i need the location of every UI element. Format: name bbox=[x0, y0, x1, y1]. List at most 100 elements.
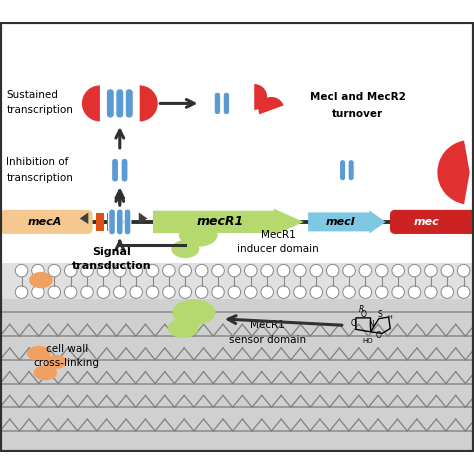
Text: O: O bbox=[376, 331, 382, 340]
Circle shape bbox=[425, 286, 437, 299]
Circle shape bbox=[457, 286, 470, 299]
Text: MecI and MecR2: MecI and MecR2 bbox=[310, 92, 406, 102]
Wedge shape bbox=[438, 140, 470, 204]
FancyBboxPatch shape bbox=[109, 209, 115, 235]
Text: transcription: transcription bbox=[7, 105, 73, 115]
Circle shape bbox=[97, 286, 109, 299]
Text: Signal: Signal bbox=[92, 247, 131, 257]
Circle shape bbox=[245, 286, 257, 299]
Text: S: S bbox=[377, 310, 382, 319]
Circle shape bbox=[261, 264, 273, 277]
Circle shape bbox=[97, 264, 109, 277]
Circle shape bbox=[310, 286, 322, 299]
Circle shape bbox=[146, 286, 159, 299]
Circle shape bbox=[277, 286, 290, 299]
Circle shape bbox=[81, 286, 93, 299]
Wedge shape bbox=[254, 84, 267, 110]
Circle shape bbox=[359, 264, 372, 277]
Circle shape bbox=[327, 264, 339, 277]
Circle shape bbox=[15, 264, 28, 277]
FancyBboxPatch shape bbox=[121, 158, 128, 182]
Wedge shape bbox=[140, 85, 158, 121]
Circle shape bbox=[441, 286, 454, 299]
Circle shape bbox=[228, 286, 241, 299]
FancyArrow shape bbox=[308, 210, 386, 234]
Circle shape bbox=[195, 286, 208, 299]
Circle shape bbox=[15, 286, 28, 299]
Ellipse shape bbox=[45, 355, 67, 369]
FancyBboxPatch shape bbox=[223, 92, 230, 115]
Circle shape bbox=[277, 264, 290, 277]
Circle shape bbox=[114, 286, 126, 299]
Polygon shape bbox=[139, 212, 147, 224]
Wedge shape bbox=[82, 85, 100, 121]
Circle shape bbox=[392, 286, 404, 299]
Bar bbox=[96, 213, 104, 230]
Circle shape bbox=[228, 264, 241, 277]
Text: MecR1: MecR1 bbox=[261, 230, 295, 240]
Circle shape bbox=[343, 264, 356, 277]
Text: R: R bbox=[359, 305, 364, 314]
Circle shape bbox=[375, 286, 388, 299]
Circle shape bbox=[130, 286, 142, 299]
FancyBboxPatch shape bbox=[106, 89, 114, 118]
FancyBboxPatch shape bbox=[125, 89, 133, 118]
FancyBboxPatch shape bbox=[390, 210, 474, 234]
Text: mecI: mecI bbox=[326, 217, 356, 227]
Circle shape bbox=[81, 264, 93, 277]
Circle shape bbox=[359, 286, 372, 299]
FancyArrow shape bbox=[153, 209, 304, 235]
FancyBboxPatch shape bbox=[117, 209, 123, 235]
FancyBboxPatch shape bbox=[111, 158, 118, 182]
Circle shape bbox=[261, 286, 273, 299]
Ellipse shape bbox=[27, 346, 51, 361]
Text: N: N bbox=[368, 320, 374, 329]
Bar bbox=[0, 21, 474, 267]
Circle shape bbox=[130, 264, 142, 277]
Circle shape bbox=[32, 264, 44, 277]
Circle shape bbox=[48, 264, 61, 277]
Ellipse shape bbox=[171, 240, 199, 258]
Circle shape bbox=[64, 264, 77, 277]
Circle shape bbox=[212, 264, 224, 277]
Ellipse shape bbox=[173, 300, 216, 325]
Circle shape bbox=[343, 286, 356, 299]
Circle shape bbox=[163, 286, 175, 299]
Circle shape bbox=[212, 286, 224, 299]
Text: HO: HO bbox=[363, 338, 374, 344]
Circle shape bbox=[163, 264, 175, 277]
FancyBboxPatch shape bbox=[124, 209, 131, 235]
Text: O: O bbox=[350, 319, 356, 328]
Text: transduction: transduction bbox=[72, 261, 152, 271]
FancyBboxPatch shape bbox=[116, 89, 124, 118]
Ellipse shape bbox=[33, 365, 57, 380]
Circle shape bbox=[48, 286, 61, 299]
Bar bbox=[0, 263, 474, 300]
Text: Inhibition of: Inhibition of bbox=[7, 156, 69, 166]
Circle shape bbox=[294, 264, 306, 277]
Ellipse shape bbox=[179, 223, 218, 246]
Circle shape bbox=[195, 264, 208, 277]
Circle shape bbox=[245, 264, 257, 277]
Circle shape bbox=[408, 286, 421, 299]
FancyBboxPatch shape bbox=[339, 160, 346, 181]
Text: MecR1: MecR1 bbox=[250, 320, 284, 330]
Circle shape bbox=[32, 286, 44, 299]
Text: mecA: mecA bbox=[28, 217, 63, 227]
Circle shape bbox=[457, 264, 470, 277]
Circle shape bbox=[179, 264, 191, 277]
Text: O: O bbox=[360, 310, 366, 319]
Text: mec: mec bbox=[414, 217, 439, 227]
Circle shape bbox=[294, 286, 306, 299]
FancyBboxPatch shape bbox=[214, 92, 221, 115]
Circle shape bbox=[392, 264, 404, 277]
Ellipse shape bbox=[29, 272, 53, 288]
Circle shape bbox=[327, 286, 339, 299]
FancyBboxPatch shape bbox=[348, 160, 354, 181]
Circle shape bbox=[441, 264, 454, 277]
Bar bbox=[0, 300, 474, 453]
Wedge shape bbox=[258, 97, 283, 114]
Circle shape bbox=[114, 264, 126, 277]
Text: inducer domain: inducer domain bbox=[237, 244, 319, 254]
Text: cross-linking: cross-linking bbox=[34, 358, 100, 368]
